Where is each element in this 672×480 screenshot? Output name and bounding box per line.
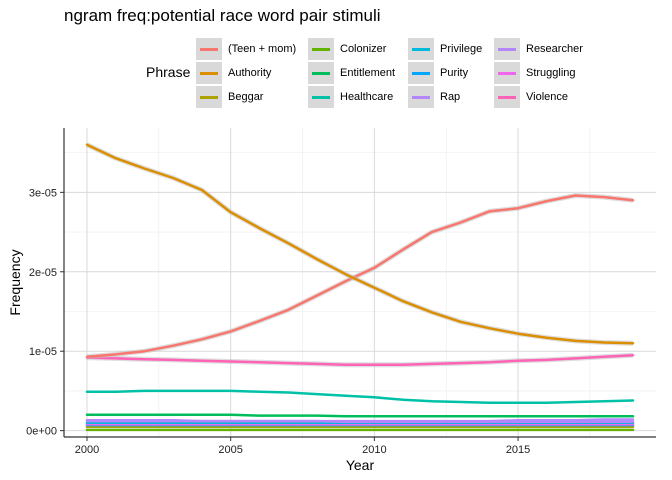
legend-item: Purity — [408, 62, 468, 84]
legend-label: Authority — [228, 67, 272, 79]
legend: (Teen + mom) Authority Beggar Colonizer Enti… — [196, 38, 596, 110]
legend-title: Phrase — [146, 64, 191, 80]
x-tick-label: 2015 — [506, 444, 530, 456]
legend-item: Healthcare — [308, 86, 393, 108]
series-line — [85, 143, 635, 345]
y-axis-title: Frequency — [7, 249, 23, 315]
series-line — [85, 389, 635, 405]
legend-label: (Teen + mom) — [228, 43, 297, 55]
legend-label: Colonizer — [340, 43, 387, 55]
series-line — [85, 353, 635, 366]
legend-item: Colonizer — [308, 38, 386, 60]
y-tick-label: 2e-05 — [29, 267, 57, 279]
legend-key — [408, 62, 434, 84]
x-tick-label: 2010 — [362, 444, 386, 456]
series-line — [85, 413, 635, 418]
legend-key — [196, 62, 222, 84]
y-tick-label: 1e-05 — [29, 346, 57, 358]
legend-label: Researcher — [526, 43, 583, 55]
legend-item: Researcher — [494, 38, 583, 60]
x-tick-label: 2005 — [218, 444, 242, 456]
legend-item: Entitlement — [308, 62, 395, 84]
series-ribbon — [85, 142, 634, 346]
y-tick-label: 0e+00 — [26, 426, 57, 438]
series-line — [85, 194, 635, 359]
legend-item: Privilege — [408, 38, 482, 60]
series-lines — [85, 142, 635, 432]
legend-key — [308, 62, 334, 84]
legend-key — [494, 38, 520, 60]
legend-label: Entitlement — [340, 67, 396, 79]
legend-key — [308, 38, 334, 60]
legend-item: Struggling — [494, 62, 576, 84]
legend-label: Rap — [440, 91, 461, 103]
legend-item: Beggar — [196, 86, 263, 108]
legend-label: Beggar — [228, 91, 264, 103]
x-axis-title: Year — [346, 457, 375, 473]
y-tick-label: 3e-05 — [29, 187, 57, 199]
legend-item: Rap — [408, 86, 460, 108]
legend-key — [308, 86, 334, 108]
series-line — [85, 418, 635, 423]
legend-label: Privilege — [440, 43, 483, 55]
legend-key — [494, 86, 520, 108]
chart-title: ngram freq:potential race word pair stim… — [64, 6, 381, 25]
series-ribbon — [86, 193, 634, 360]
legend-label: Healthcare — [340, 91, 394, 103]
axes: 2000 2005 2010 2015 0e+00 1e-05 2e-05 3e-05 — [26, 128, 656, 456]
legend-key — [408, 38, 434, 60]
legend-key — [196, 86, 222, 108]
legend-key — [196, 38, 222, 60]
legend-item: Authority — [196, 62, 271, 84]
legend-label: Violence — [526, 91, 568, 103]
legend-label: Struggling — [526, 67, 576, 79]
legend-key — [494, 62, 520, 84]
legend-key — [408, 86, 434, 108]
legend-item: (Teen + mom) — [196, 38, 296, 60]
x-tick-label: 2000 — [75, 444, 99, 456]
legend-label: Purity — [440, 67, 469, 79]
legend-item: Violence — [494, 86, 568, 108]
